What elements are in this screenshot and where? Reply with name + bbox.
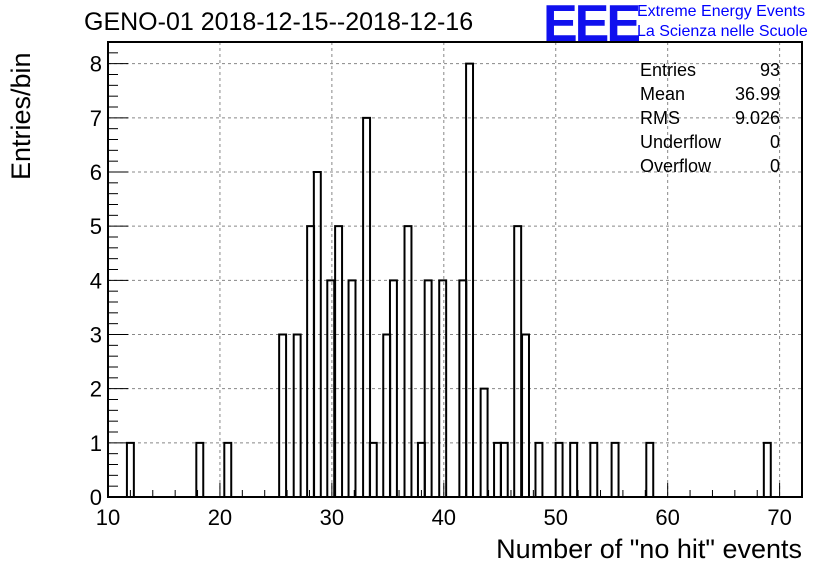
x-tick-label: 10: [96, 505, 120, 530]
eee-logo: EEE: [543, 0, 641, 53]
histogram-bin: [278, 333, 288, 497]
x-tick-label: 30: [320, 505, 344, 530]
histogram-bin: [292, 333, 302, 497]
stats-label: Entries: [640, 60, 697, 80]
y-tick-label: 2: [90, 377, 102, 402]
logo-line-2: La Scienza nelle Scuole: [637, 23, 808, 40]
histogram-bin: [513, 225, 523, 497]
stats-box: Entries 93 Mean 36.99 RMS 9.026 Underflo…: [640, 58, 780, 178]
histogram-bars: [125, 62, 772, 497]
histogram-bin: [589, 441, 599, 497]
x-tick-label: 50: [543, 505, 567, 530]
logo-line-1: Extreme Energy Events: [637, 3, 806, 20]
y-axis-label: Entries/bin: [6, 52, 36, 180]
stats-label: Underflow: [640, 132, 722, 152]
stats-row-overflow: Overflow 0: [640, 154, 780, 178]
histogram-bin: [569, 441, 579, 497]
chart-title: GENO-01 2018-12-15--2018-12-16: [84, 8, 474, 36]
y-tick-label: 4: [90, 268, 102, 293]
histogram-bin: [362, 116, 372, 497]
histogram-bin: [347, 279, 357, 497]
logo-caption: Extreme Energy Events La Scienza nelle S…: [637, 2, 808, 42]
histogram-bin: [499, 441, 509, 497]
histogram-bin: [125, 441, 135, 497]
y-tick-label: 8: [90, 52, 102, 77]
histogram-bin: [195, 441, 205, 497]
histogram-bin: [312, 171, 322, 497]
y-tick-label: 0: [90, 485, 102, 510]
histogram-bin: [334, 225, 344, 497]
stats-value: 0: [769, 156, 780, 176]
y-tick-label: 1: [90, 431, 102, 456]
histogram-bin: [423, 279, 433, 497]
y-tick-label: 7: [90, 106, 102, 131]
histogram-bin: [438, 279, 448, 497]
stats-row-entries: Entries 93: [640, 58, 780, 82]
stats-value: 36.99: [734, 84, 780, 104]
grid-lines: [107, 42, 802, 497]
y-tick-label: 3: [90, 323, 102, 348]
x-tick-label: 70: [767, 505, 791, 530]
stats-row-underflow: Underflow 0: [640, 130, 780, 154]
x-tick-label: 20: [208, 505, 232, 530]
histogram-bin: [465, 62, 475, 497]
histogram-bin: [403, 225, 413, 497]
stats-value: 9.026: [734, 108, 780, 128]
stats-value: 93: [759, 60, 780, 80]
histogram-bin: [368, 441, 378, 497]
stats-label: RMS: [640, 108, 680, 128]
y-axis-ticks: 0 1 2 3 4 5 6 7 8: [90, 52, 128, 510]
stats-row-mean: Mean 36.99: [640, 82, 780, 106]
x-axis-ticks: 10 20 30 40 50 60 70: [96, 483, 803, 530]
histogram-bin: [521, 333, 530, 497]
histogram-bin: [610, 441, 620, 497]
histogram-bin: [388, 279, 398, 497]
stats-value: 0: [769, 132, 780, 152]
y-tick-label: 5: [90, 214, 102, 239]
stats-row-rms: RMS 9.026: [640, 106, 780, 130]
stats-label: Overflow: [640, 156, 712, 176]
histogram-bin: [479, 387, 489, 497]
stats-label: Mean: [640, 84, 686, 104]
histogram-bin: [554, 441, 564, 497]
y-tick-label: 6: [90, 160, 102, 185]
x-tick-label: 40: [432, 505, 456, 530]
x-tick-label: 60: [655, 505, 679, 530]
histogram-bin: [534, 441, 544, 497]
histogram-bin: [645, 441, 655, 497]
x-axis-label: Number of "no hit" events: [496, 534, 802, 564]
histogram-bin: [762, 441, 772, 497]
histogram-bin: [223, 441, 233, 497]
